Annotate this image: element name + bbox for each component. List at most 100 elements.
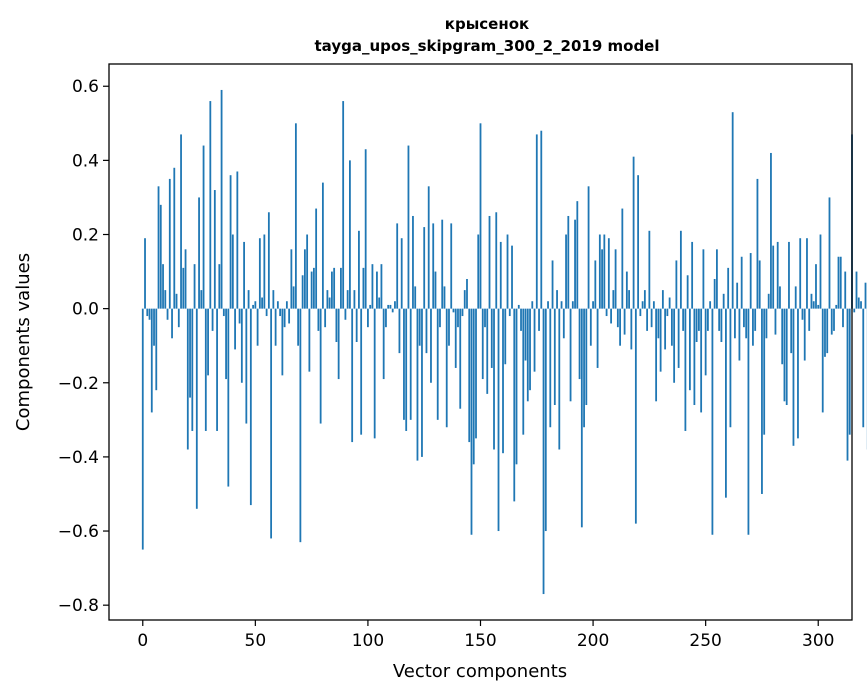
bar [580, 308, 583, 528]
bar [495, 212, 498, 309]
bar [349, 160, 351, 309]
bar [815, 264, 817, 309]
bar [853, 308, 856, 313]
bar [231, 234, 234, 309]
bar [373, 308, 376, 439]
bar [783, 308, 786, 402]
bar [427, 186, 430, 309]
bar [452, 308, 455, 313]
bar [499, 241, 502, 309]
bar [522, 308, 525, 435]
bar [734, 308, 736, 339]
bar [175, 293, 178, 309]
bar [511, 245, 513, 309]
y-tick-label: −0.2 [58, 374, 99, 394]
bar [315, 208, 318, 309]
bar [292, 286, 295, 309]
bar [607, 238, 610, 309]
bar [817, 304, 820, 309]
x-tick-label: 100 [352, 631, 384, 651]
bar [855, 271, 858, 309]
bar [166, 308, 169, 320]
bar [459, 308, 462, 409]
bar [646, 308, 649, 331]
bar [159, 204, 162, 309]
bar [173, 167, 176, 309]
bar [328, 297, 331, 309]
bar [270, 308, 273, 539]
bar [382, 308, 385, 380]
bar [758, 260, 761, 309]
bar [794, 286, 797, 309]
bar [598, 234, 601, 309]
bar [443, 286, 446, 309]
bar [146, 308, 149, 317]
bar [463, 290, 466, 309]
bar [765, 308, 768, 339]
bar [517, 304, 520, 309]
bar [288, 308, 291, 324]
bar [240, 308, 243, 383]
bar [864, 282, 867, 309]
bar [371, 264, 374, 309]
bar [659, 308, 662, 372]
bar [774, 308, 777, 335]
bar [833, 308, 835, 331]
bar [200, 290, 203, 309]
bar [396, 223, 399, 309]
bar [686, 275, 689, 309]
bar [641, 301, 644, 309]
bar [736, 282, 739, 309]
bar [297, 308, 300, 346]
bar [716, 249, 718, 309]
bar [704, 308, 707, 376]
bar [340, 267, 342, 309]
bar [324, 308, 327, 328]
bar [481, 308, 484, 380]
bar [155, 308, 158, 391]
bar [556, 290, 558, 309]
bar [400, 238, 403, 309]
bar [698, 308, 700, 331]
bar [461, 308, 464, 317]
bar [531, 301, 534, 309]
bar [380, 264, 383, 309]
bar [454, 308, 457, 368]
bar [639, 308, 642, 317]
bar [180, 134, 182, 309]
bar [792, 308, 795, 446]
bar [477, 234, 480, 309]
bar [218, 264, 221, 309]
bar [578, 308, 581, 380]
bar [821, 308, 824, 413]
bar [592, 301, 594, 309]
bar [276, 301, 279, 309]
bar [553, 308, 556, 406]
bar [756, 178, 759, 309]
bar [387, 304, 390, 309]
bar [619, 308, 621, 346]
bar [414, 286, 417, 309]
x-tick-label: 300 [802, 631, 834, 651]
bar [731, 112, 734, 309]
bar [407, 145, 410, 309]
bar [576, 201, 579, 309]
bar [797, 308, 799, 439]
bar [225, 308, 227, 380]
bar [520, 308, 522, 331]
x-axis-label: Vector components [393, 661, 567, 682]
bar [770, 152, 772, 309]
bar [207, 308, 209, 376]
bar [148, 308, 151, 320]
bar [562, 308, 565, 339]
bar [211, 308, 214, 331]
bar [670, 308, 673, 346]
bar [283, 308, 286, 328]
bar [812, 301, 815, 309]
bar [614, 249, 617, 309]
bar [799, 238, 802, 309]
bar [709, 301, 712, 309]
bar [488, 215, 491, 309]
bar [776, 241, 779, 309]
